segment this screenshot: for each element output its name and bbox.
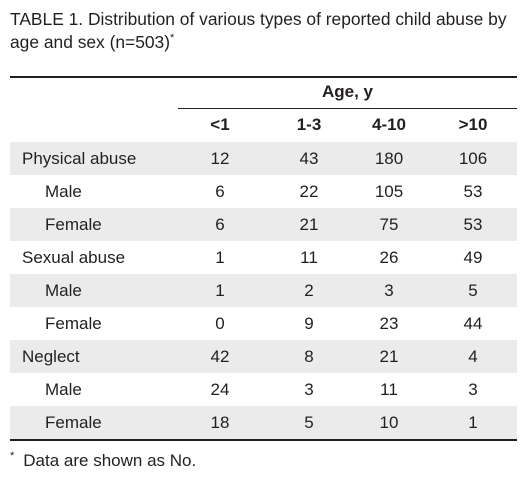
table-cell: 53 <box>463 182 483 201</box>
row-label: Male <box>45 182 82 201</box>
sex-subgroup-row: Male 6 22 105 53 <box>10 175 517 208</box>
table-footnote: * Data are shown as No. <box>10 450 196 471</box>
table-cell: 3 <box>304 380 314 399</box>
table-cell: 3 <box>384 281 394 300</box>
table-cell: 4 <box>468 347 478 366</box>
table-cell: 43 <box>299 149 319 168</box>
abuse-type-row: Physical abuse 12 43 180 106 <box>10 142 517 175</box>
age-group-rule <box>178 108 517 109</box>
table-cell: 11 <box>380 380 398 399</box>
abuse-type-row: Sexual abuse 1 11 26 49 <box>10 241 517 274</box>
table-cell: 5 <box>304 413 314 432</box>
sex-subgroup-row: Female 18 5 10 1 <box>10 406 517 439</box>
table-cell: 26 <box>379 248 399 267</box>
table-caption: TABLE 1. Distribution of various types o… <box>10 8 522 54</box>
table-cell: 0 <box>215 314 225 333</box>
table-cell: 42 <box>210 347 230 366</box>
table-cell: 11 <box>300 248 318 267</box>
table-cell: 105 <box>374 182 404 201</box>
row-label: Female <box>45 215 102 234</box>
table-cell: 49 <box>463 248 483 267</box>
table-cell: 2 <box>304 281 314 300</box>
footnote-text: Data are shown as No. <box>23 451 197 470</box>
abuse-type-row: Neglect 42 8 21 4 <box>10 340 517 373</box>
table-cell: 21 <box>379 347 399 366</box>
table-bottom-rule <box>10 439 517 441</box>
table-cell: 23 <box>379 314 399 333</box>
table-title: TABLE 1. Distribution of various types o… <box>10 9 507 52</box>
sex-subgroup-row: Male 24 3 11 3 <box>10 373 517 406</box>
table-cell: 3 <box>468 380 478 399</box>
table-cell: 6 <box>215 215 225 234</box>
table-cell: 9 <box>304 314 314 333</box>
table-cell: 53 <box>463 215 483 234</box>
column-header-1-3: 1-3 <box>296 115 322 134</box>
table-cell: 18 <box>210 413 230 432</box>
row-label: Female <box>45 413 102 432</box>
column-header-over-10: >10 <box>458 115 488 134</box>
sex-subgroup-row: Female 0 9 23 44 <box>10 307 517 340</box>
table-cell: 180 <box>374 149 404 168</box>
row-label: Male <box>45 380 82 399</box>
table-cell: 44 <box>463 314 483 333</box>
table-cell: 10 <box>379 413 399 432</box>
table-cell: 6 <box>215 182 225 201</box>
row-label: Physical abuse <box>22 149 137 168</box>
table-cell: 22 <box>299 182 319 201</box>
sex-subgroup-row: Male 1 2 3 5 <box>10 274 517 307</box>
table-cell: 1 <box>468 413 478 432</box>
age-group-header: Age, y <box>321 82 374 101</box>
row-label: Sexual abuse <box>22 248 126 267</box>
column-header-under-1: <1 <box>210 115 230 134</box>
caption-footnote-marker: * <box>170 32 175 44</box>
table-top-rule <box>10 76 517 78</box>
row-label: Neglect <box>22 347 80 366</box>
table-cell: 106 <box>458 149 488 168</box>
table-cell: 5 <box>468 281 478 300</box>
footnote-marker: * <box>10 450 15 462</box>
sex-subgroup-row: Female 6 21 75 53 <box>10 208 517 241</box>
table-cell: 1 <box>215 281 225 300</box>
table-cell: 75 <box>379 215 399 234</box>
column-header-4-10: 4-10 <box>371 115 407 134</box>
table-cell: 24 <box>210 380 230 399</box>
table-cell: 1 <box>215 248 225 267</box>
row-label: Female <box>45 314 102 333</box>
table-cell: 21 <box>299 215 319 234</box>
table-cell: 8 <box>304 347 314 366</box>
row-label: Male <box>45 281 82 300</box>
table-cell: 12 <box>210 149 230 168</box>
